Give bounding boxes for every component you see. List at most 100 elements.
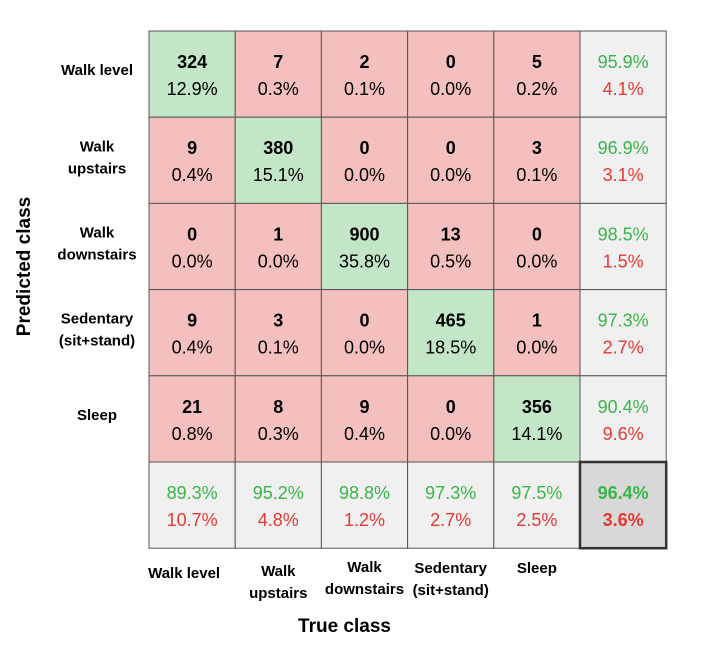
cell-percent: 0.0% (516, 338, 557, 358)
matrix-cell (407, 30, 495, 118)
row-label: Sedentary (61, 311, 134, 328)
matrix-cell (234, 116, 322, 204)
cell-percent: 0.4% (172, 165, 213, 185)
cell-count: 9 (187, 138, 197, 158)
matrix-cell (234, 375, 322, 463)
cell-percent: 0.4% (344, 424, 385, 444)
row-summary-cell (579, 30, 667, 118)
row-label: Walk (80, 225, 115, 242)
cell-count: 900 (349, 224, 379, 244)
column-label: Walk level (148, 565, 220, 582)
cell-percent: 0.1% (516, 165, 557, 185)
cell-percent: 0.0% (172, 251, 213, 271)
column-recall: 97.3% (425, 483, 476, 503)
row-error: 4.1% (603, 79, 644, 99)
overall-accuracy-cell (579, 461, 667, 549)
column-error: 10.7% (167, 510, 218, 530)
row-label: Sleep (77, 407, 117, 424)
column-label: Walk (347, 559, 382, 576)
cell-count: 7 (273, 52, 283, 72)
cell-percent: 0.5% (430, 251, 471, 271)
cell-count: 9 (187, 311, 197, 331)
column-label: Sleep (517, 560, 557, 577)
row-error: 9.6% (603, 424, 644, 444)
cell-count: 1 (532, 311, 542, 331)
column-summary-cell (234, 461, 322, 549)
matrix-cell (320, 202, 409, 291)
row-label: (sit+stand) (59, 333, 135, 350)
matrix-cell (493, 116, 581, 204)
row-precision: 96.9% (598, 138, 649, 158)
column-summary-cell (320, 461, 409, 549)
row-label: Walk level (61, 62, 133, 79)
cell-percent: 18.5% (425, 338, 476, 358)
column-recall: 97.5% (511, 483, 562, 503)
row-summary-cell (579, 375, 667, 463)
cell-percent: 0.0% (258, 251, 299, 271)
matrix-cell (320, 375, 409, 463)
cell-percent: 0.1% (258, 338, 299, 358)
cell-count: 3 (532, 138, 542, 158)
cell-percent: 0.4% (172, 338, 213, 358)
matrix-cell (148, 116, 236, 204)
cell-percent: 12.9% (167, 79, 218, 99)
column-label: Walk (261, 563, 296, 580)
x-axis-title: True class (298, 616, 391, 637)
cell-count: 465 (436, 311, 466, 331)
cell-percent: 0.2% (516, 79, 557, 99)
cell-count: 3 (273, 311, 283, 331)
cell-count: 5 (532, 52, 542, 72)
cell-count: 0 (532, 224, 542, 244)
cell-percent: 0.0% (430, 165, 471, 185)
row-error: 3.1% (603, 165, 644, 185)
cell-count: 13 (441, 224, 461, 244)
cell-count: 9 (359, 397, 369, 417)
column-error: 1.2% (344, 510, 385, 530)
row-summary-cell (579, 116, 667, 204)
column-error: 4.8% (258, 510, 299, 530)
overall-error: 3.6% (603, 510, 644, 530)
matrix-cell (234, 202, 322, 291)
row-label: upstairs (68, 160, 126, 177)
matrix-cell (493, 30, 581, 118)
matrix-cell (407, 116, 495, 204)
column-error: 2.7% (430, 510, 471, 530)
row-precision: 98.5% (598, 224, 649, 244)
cell-percent: 0.1% (344, 79, 385, 99)
matrix-cell (407, 375, 495, 463)
row-precision: 95.9% (598, 52, 649, 72)
overall-accuracy: 96.4% (598, 483, 649, 503)
y-axis-title: Predicted class (14, 197, 35, 336)
cell-percent: 0.0% (344, 165, 385, 185)
cell-count: 324 (177, 52, 207, 72)
cell-count: 21 (182, 397, 202, 417)
matrix-cell (493, 375, 581, 463)
column-error: 2.5% (516, 510, 557, 530)
column-summary-cell (407, 461, 495, 549)
cell-percent: 0.0% (344, 338, 385, 358)
cell-count: 0 (187, 224, 197, 244)
matrix-cell (407, 289, 495, 377)
matrix-cell (407, 202, 495, 291)
cell-count: 0 (446, 52, 456, 72)
row-label: downstairs (57, 247, 136, 264)
overall-cell-border (578, 460, 668, 550)
column-recall: 95.2% (253, 483, 304, 503)
cell-percent: 0.3% (258, 79, 299, 99)
row-label: Walk (80, 138, 115, 155)
cell-count: 0 (446, 138, 456, 158)
column-label: downstairs (325, 581, 404, 598)
row-precision: 97.3% (598, 311, 649, 331)
column-recall: 89.3% (167, 483, 218, 503)
cell-count: 356 (522, 397, 552, 417)
row-error: 1.5% (603, 251, 644, 271)
column-recall: 98.8% (339, 483, 390, 503)
cell-count: 8 (273, 397, 283, 417)
matrix-cell (320, 30, 409, 118)
cell-percent: 14.1% (511, 424, 562, 444)
matrix-cell (148, 30, 236, 118)
cell-count: 0 (446, 397, 456, 417)
matrix-cell (234, 30, 322, 118)
column-summary-cell (148, 461, 236, 549)
